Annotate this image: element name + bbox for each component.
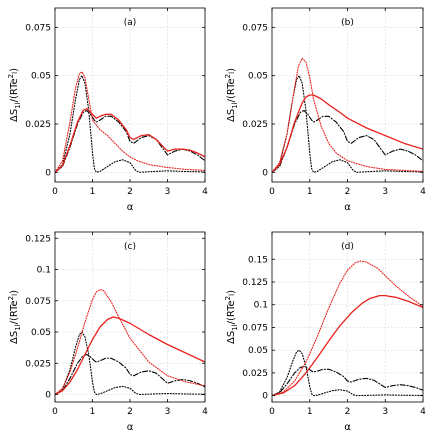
series-line-red-dotted [272, 260, 423, 397]
x-tick-label: 2 [345, 407, 351, 417]
x-tick-label: 1 [90, 187, 96, 197]
x-tick-label: 1 [90, 407, 96, 417]
x-tick-label: 0 [269, 407, 275, 417]
panel-label: (d) [341, 242, 354, 252]
y-tick-label: 0.15 [248, 255, 268, 265]
x-axis-label: α [344, 422, 351, 433]
x-tick-label: 2 [345, 187, 351, 197]
x-axis-label: α [127, 202, 134, 213]
series-line-black-dashdot [272, 366, 423, 397]
y-tick-label: 0.05 [248, 72, 268, 82]
x-tick-label: 0 [269, 187, 275, 197]
panel-label: (b) [341, 18, 354, 28]
y-tick-label: 0.025 [242, 369, 268, 379]
x-tick-label: 3 [382, 407, 388, 417]
y-tick-label: 0.025 [25, 120, 51, 130]
series-line-red-solid [272, 294, 423, 397]
y-tick-label: 0.125 [242, 278, 268, 288]
panel-c: 0 1 2 3 4 0 0.025 0.05 0.075 0.1 0.125 (c) α ΔS1l/(RT… [7, 231, 208, 433]
y-axis-label: ΔS1l/(RTe2l) [224, 68, 239, 122]
series-line-black-dotted [272, 75, 423, 173]
series-line-red-solid [272, 94, 423, 173]
x-axis-label: α [344, 202, 351, 213]
series-line-red-dotted [272, 57, 423, 173]
y-tick-label: 0 [45, 168, 51, 178]
panel-label: (a) [124, 18, 137, 28]
x-tick-label: 4 [420, 187, 426, 197]
y-tick-label: 0.075 [25, 23, 51, 33]
y-tick-label: 0.05 [248, 346, 268, 356]
x-tick-label: 0 [52, 187, 58, 197]
x-tick-label: 4 [202, 407, 208, 417]
y-tick-label: 0.025 [242, 120, 268, 130]
y-tick-label: 0.05 [31, 72, 51, 82]
x-tick-label: 0 [52, 407, 58, 417]
y-tick-label: 0.1 [37, 266, 51, 276]
y-tick-label: 0.05 [31, 328, 51, 338]
y-tick-label: 0 [262, 392, 268, 402]
y-tick-label: 0.1 [254, 301, 268, 311]
x-tick-label: 3 [382, 187, 388, 197]
panel-a: 0 1 2 3 4 0 0.025 0.05 0.075 (a) α ΔS1l/(RTe2l) [7, 7, 208, 213]
x-tick-label: 4 [202, 187, 208, 197]
x-tick-label: 1 [307, 407, 313, 417]
panel-d: 0 1 2 3 4 0 0.025 0.05 0.075 0.1 0.125 0.15 (d) α ΔS1l… [224, 231, 426, 433]
x-tick-label: 3 [165, 407, 171, 417]
x-tick-label: 1 [307, 187, 313, 197]
x-tick-label: 2 [127, 187, 133, 197]
series-line-red-dotted [55, 71, 205, 173]
y-tick-label: 0.075 [242, 323, 268, 333]
y-axis-label: ΔS1l/(RTe2l) [7, 68, 22, 122]
y-tick-label: 0.025 [25, 359, 51, 369]
panel-label: (c) [124, 242, 136, 252]
y-tick-label: 0.075 [25, 297, 51, 307]
y-tick-label: 0 [45, 391, 51, 401]
series-line-black-dotted [55, 331, 205, 396]
series-line-black-dotted [55, 75, 205, 173]
x-tick-label: 3 [165, 187, 171, 197]
y-tick-label: 0.075 [242, 23, 268, 33]
series-line-red-solid [55, 316, 205, 396]
series-line-black-dotted [272, 349, 423, 397]
series-line-black-dashdot [55, 109, 205, 173]
series-line-red-dotted [55, 288, 205, 396]
y-axis-label: ΔS1l/(RTe2l) [224, 290, 239, 344]
x-axis-label: α [127, 422, 134, 433]
y-tick-label: 0 [262, 168, 268, 178]
y-axis-label: ΔS1l/(RTe2l) [7, 290, 22, 344]
x-tick-label: 2 [127, 407, 133, 417]
panel-b: 0 1 2 3 4 0 0.025 0.05 0.075 (b) α ΔS1l/(RTe2l) [224, 7, 426, 213]
series-line-black-dashdot [272, 109, 423, 173]
x-tick-label: 4 [420, 407, 426, 417]
y-tick-label: 0.125 [25, 234, 51, 244]
series-line-red-solid [55, 107, 205, 173]
